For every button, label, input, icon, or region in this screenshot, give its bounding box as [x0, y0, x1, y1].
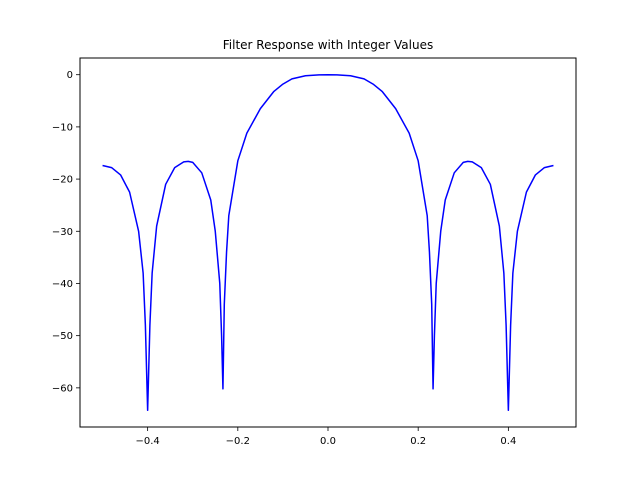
y-tick-label: −40	[52, 279, 73, 290]
y-tick-label: −50	[52, 331, 73, 342]
y-tick-label: −20	[52, 175, 73, 186]
x-tick-label: 0.0	[320, 436, 336, 447]
y-tick-label: −30	[52, 227, 73, 238]
y-tick-label: 0	[67, 70, 73, 81]
x-tick-label: −0.4	[135, 436, 159, 447]
x-tick-label: 0.2	[410, 436, 426, 447]
y-axis: 0 −10 −20 −30 −40 −50 −60	[52, 70, 80, 394]
axes-frame	[79, 57, 577, 428]
y-tick-label: −60	[52, 383, 73, 394]
x-axis: −0.4 −0.2 0.0 0.2 0.4	[135, 427, 516, 447]
x-tick-label: −0.2	[226, 436, 250, 447]
series-layer	[102, 73, 554, 412]
chart-title: Filter Response with Integer Values	[223, 38, 433, 52]
x-tick-label: 0.4	[500, 436, 516, 447]
series-line-0	[102, 73, 554, 412]
y-tick-label: −10	[52, 122, 73, 133]
